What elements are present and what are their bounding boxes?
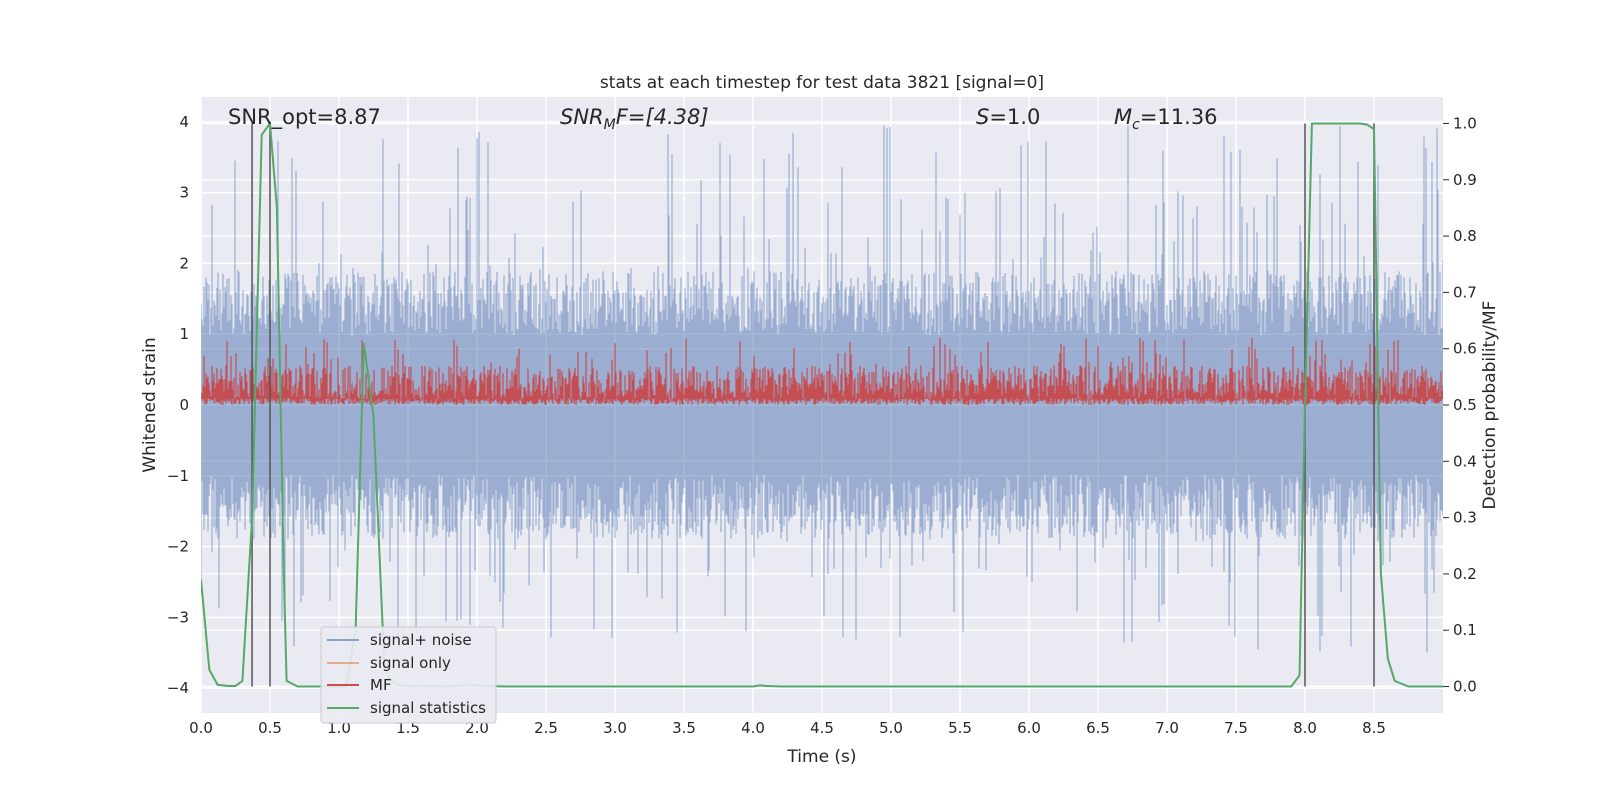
legend-label-signal-noise: signal+ noise	[370, 631, 472, 649]
annotation-snr-opt: SNR_opt=8.87	[228, 105, 381, 130]
y-left-tick-label-7: 3	[179, 184, 189, 202]
y-right-tick-label-0: 0.0	[1453, 678, 1477, 696]
x-tick-label-14: 7.0	[1155, 719, 1179, 737]
y-left-tick-label-5: 1	[179, 325, 189, 343]
annotation-mc-rest: =11.36	[1140, 105, 1218, 129]
legend-label-signal-only: signal only	[370, 654, 451, 672]
legend: signal+ noise signal only MF signal stat…	[320, 626, 497, 724]
y-right-tick-label-8: 0.8	[1453, 227, 1477, 245]
annotation-snr-mf-name: SNR	[560, 105, 604, 129]
y-axis-right-ticks: 0.0 0.1 0.2 0.3 0.4 0.5 0.6 0.7 0.8 0.9 1.0	[1443, 114, 1477, 696]
legend-label-signal-statistics: signal statistics	[370, 699, 486, 717]
x-tick-label-11: 5.5	[948, 719, 972, 737]
y-right-tick-label-7: 0.7	[1453, 283, 1477, 301]
x-tick-label-6: 3.0	[603, 719, 627, 737]
vertical-lines	[251, 123, 1375, 687]
annotation-snr-mf-rest: F=[4.38]	[616, 105, 709, 129]
x-tick-label-15: 7.5	[1224, 719, 1248, 737]
annotation-s: S=1.0	[976, 105, 1040, 129]
y-left-tick-label-8: 4	[179, 113, 189, 131]
x-tick-label-13: 6.5	[1086, 719, 1110, 737]
x-tick-label-5: 2.5	[534, 719, 558, 737]
y-right-tick-label-3: 0.3	[1453, 509, 1477, 527]
x-tick-label-16: 8.0	[1293, 719, 1317, 737]
y-right-tick-label-9: 0.9	[1453, 171, 1477, 189]
y-left-tick-label-0: −4	[167, 679, 189, 697]
x-axis-ticks: 0.0 0.5 1.0 1.5 2.0 2.5 3.0 3.5 4.0 4.5 5.0 5.5 6.0 6…	[189, 719, 1386, 737]
x-tick-label-17: 8.5	[1362, 719, 1386, 737]
y-left-tick-label-2: −2	[167, 538, 189, 556]
x-tick-label-1: 0.5	[258, 719, 282, 737]
y-right-tick-label-10: 1.0	[1453, 114, 1477, 132]
x-tick-label-7: 3.5	[672, 719, 696, 737]
annotation-snr-mf: SNRMF=[4.38]	[560, 105, 709, 133]
chart-title: stats at each timestep for test data 382…	[600, 73, 1044, 93]
x-axis-label: Time (s)	[786, 747, 856, 767]
legend-label-mf: MF	[370, 676, 392, 694]
y-left-tick-label-3: −1	[167, 467, 189, 485]
annotation-s-rest: =1.0	[989, 105, 1040, 129]
y-left-tick-label-4: 0	[179, 396, 189, 414]
annotation-mc-name: M	[1114, 105, 1132, 129]
x-tick-label-0: 0.0	[189, 719, 213, 737]
y-axis-right-label: Detection probability/MF	[1480, 301, 1500, 510]
x-tick-label-10: 5.0	[879, 719, 903, 737]
y-left-tick-label-1: −3	[167, 608, 189, 626]
annotation-mc: Mc=11.36	[1114, 105, 1218, 133]
x-tick-label-12: 6.0	[1017, 719, 1041, 737]
annotation-mc-sub: c	[1132, 117, 1140, 133]
y-right-tick-label-4: 0.4	[1453, 452, 1477, 470]
annotation-snr-mf-sub: M	[604, 117, 616, 133]
y-right-tick-label-2: 0.2	[1453, 565, 1477, 583]
annotation-s-name: S	[976, 105, 989, 129]
y-right-tick-label-5: 0.5	[1453, 396, 1477, 414]
y-right-tick-label-1: 0.1	[1453, 621, 1477, 639]
y-right-tick-label-6: 0.6	[1453, 340, 1477, 358]
legend-box	[320, 626, 497, 724]
y-left-tick-label-6: 2	[179, 254, 189, 272]
y-axis-left-label: Whitened strain	[140, 337, 160, 472]
y-axis-left-ticks: −4 −3 −2 −1 0 1 2 3 4	[167, 113, 189, 697]
x-tick-label-8: 4.0	[741, 719, 765, 737]
x-tick-label-9: 4.5	[810, 719, 834, 737]
